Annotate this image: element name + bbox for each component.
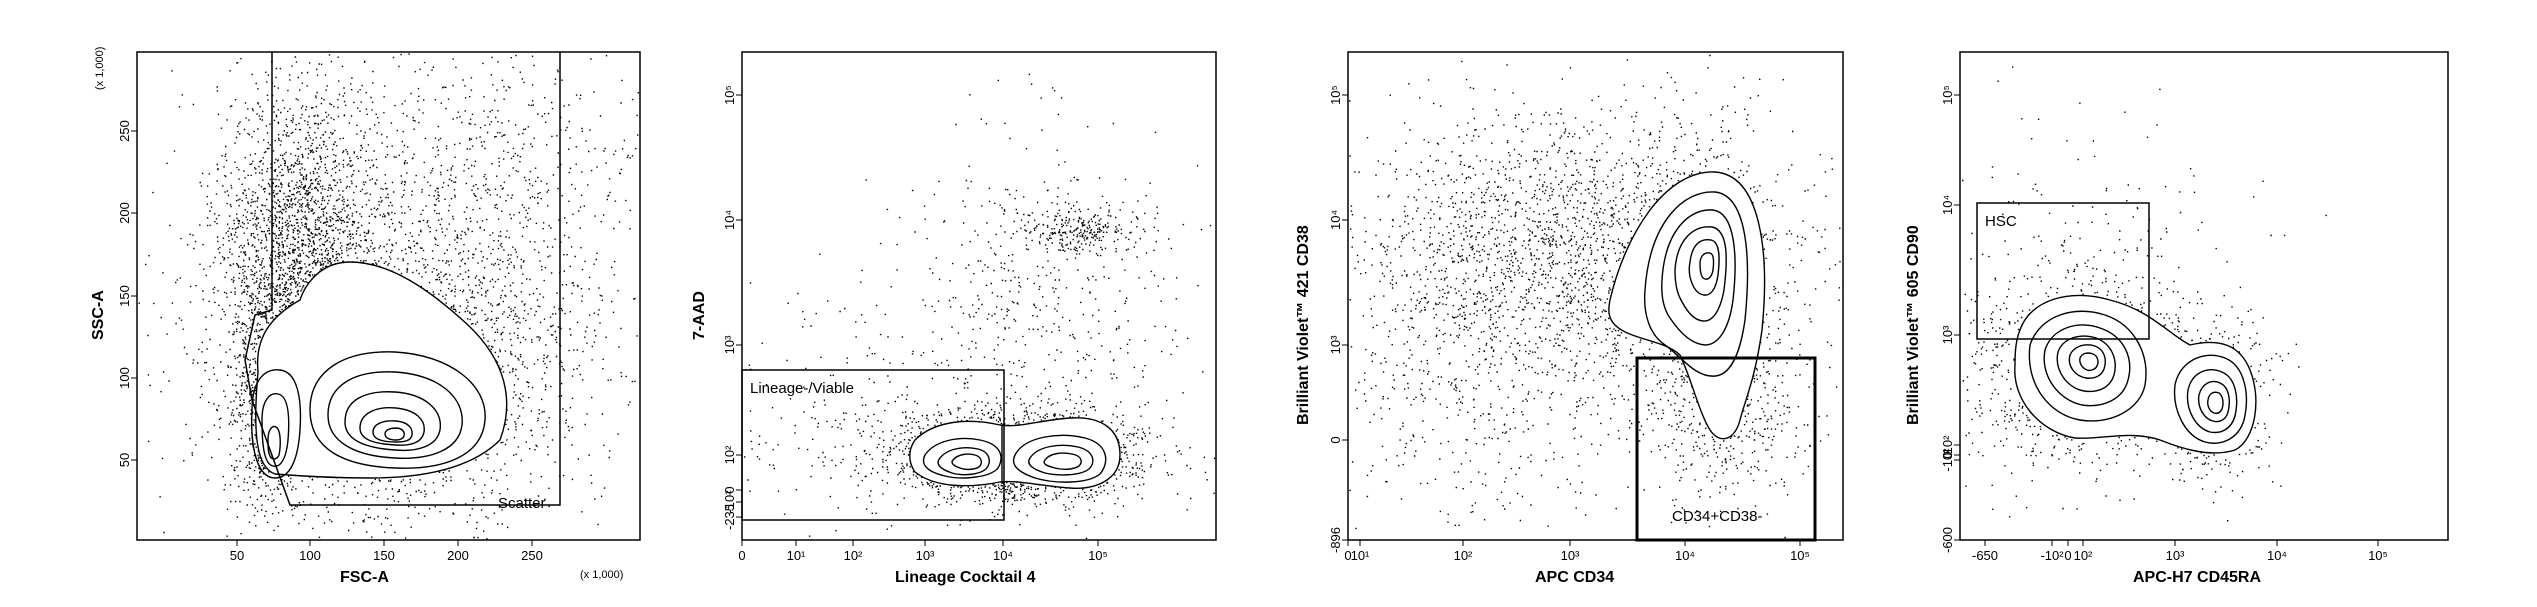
x-tick-label: 10⁴	[2267, 548, 2287, 563]
y-tick-label: 10⁵	[1940, 85, 1955, 105]
y-tick-label: 10⁴	[1940, 195, 1955, 215]
y-tick-label: 250	[117, 120, 132, 142]
panel-2-x-ticks: 0 10¹ 10² 10³ 10⁴ 10⁵	[738, 540, 1108, 563]
x-tick-label: 10¹	[787, 548, 806, 563]
y-tick-label: 0	[1940, 451, 1955, 458]
panel-2-gate-lineage-viable: Lineage-/Viable	[741, 369, 1005, 521]
panel-3-contours	[1608, 171, 1766, 440]
x-tick-label: 10²	[1454, 548, 1473, 563]
panel-4-events	[1962, 66, 2327, 522]
x-tick-label: 0	[1344, 548, 1351, 563]
panel-2-x-label: Lineage Cocktail 4	[895, 569, 1036, 586]
x-tick-label: 10⁴	[1675, 548, 1695, 563]
x-tick-label: 10⁵	[2368, 548, 2388, 563]
x-tick-label: 10¹	[1351, 548, 1370, 563]
panel-4-contours	[2014, 294, 2257, 454]
panel-3-y-ticks: -896 0 10³ 10⁴ 10⁵	[1328, 85, 1348, 553]
panel-3-y-label: Brilliant Violet™ 421 CD38	[1295, 225, 1312, 425]
panel-1-x-ticks: 50 100 150 200 250	[230, 540, 543, 563]
x-tick-label: -10²	[2040, 548, 2064, 563]
event-dots	[986, 193, 1170, 261]
y-tick-label: -10²	[722, 490, 737, 514]
y-tick-label: 200	[117, 202, 132, 224]
y-tick-label: 10³	[1328, 335, 1343, 354]
panel-fsc-ssc: Scatter 50 100 150 200 250 50 100 150 200 250 (x…	[90, 47, 641, 586]
panel-lineage-7aad: Lineage-/Viable 0 10¹ 10² 10³ 10⁴ 10⁵ -235-10…	[691, 51, 1217, 586]
panel-4-y-label: Brilliant Violet™ 605 CD90	[1905, 225, 1922, 425]
x-tick-label: 10⁵	[1088, 548, 1108, 563]
panel-2-contours	[909, 417, 1121, 489]
x-tick-label: 200	[447, 548, 469, 563]
panel-1-gate-scatter: Scatter	[244, 52, 561, 512]
gate-label-cd34-cd38: CD34+CD38-	[1672, 508, 1762, 525]
x-tick-label: 10⁵	[1790, 548, 1810, 563]
y-tick-label: 10⁴	[722, 210, 737, 230]
y-tick-label: -10²	[1940, 448, 1955, 472]
panel-2-frame	[741, 51, 1217, 541]
gate-label-hsc: HSC	[1985, 213, 2017, 230]
y-tick-label: 10²	[1940, 435, 1955, 454]
x-tick-label: 10²	[2074, 548, 2093, 563]
panel-4-frame	[1959, 51, 2449, 541]
y-tick-label: 10³	[722, 335, 737, 354]
panel-1-y-multiplier: (x 1,000)	[94, 47, 106, 90]
y-tick-label: -896	[1328, 527, 1343, 553]
y-tick-label: 150	[117, 285, 132, 307]
panel-1-x-label: FSC-A	[340, 569, 389, 586]
x-tick-label: 0	[738, 548, 745, 563]
y-tick-label: 0	[1328, 436, 1343, 443]
event-dots	[1962, 66, 2327, 511]
panel-4-gate-hsc: HSC	[1976, 202, 2150, 340]
x-tick-label: 10³	[916, 548, 935, 563]
y-tick-label: 10⁵	[1328, 85, 1343, 105]
panel-cd45ra-cd90: HSC -650 -10² 0 10² 10³ 10⁴ 10⁵ -600-10²010²10…	[1905, 51, 2449, 586]
gate-label-lineage-viable: Lineage-/Viable	[750, 380, 854, 397]
panel-4-x-ticks: -650 -10² 0 10² 10³ 10⁴ 10⁵	[1972, 540, 2388, 563]
y-tick-label: -235	[722, 504, 737, 530]
x-tick-label: 50	[230, 548, 244, 563]
x-tick-label: 100	[299, 548, 321, 563]
x-tick-label: 10⁴	[993, 548, 1013, 563]
y-tick-label: 100	[117, 367, 132, 389]
panel-1-x-multiplier: (x 1,000)	[580, 569, 623, 581]
panel-2-y-label: 7-AAD	[691, 291, 708, 340]
x-tick-label: 10³	[2166, 548, 2185, 563]
y-tick-label: 10²	[722, 445, 737, 464]
x-tick-label: 10³	[1561, 548, 1580, 563]
panel-3-gate-cd34-cd38: CD34+CD38-	[1635, 356, 1817, 542]
panel-3-x-label: APC CD34	[1535, 569, 1614, 586]
x-tick-label: 250	[521, 548, 543, 563]
x-tick-label: -650	[1972, 548, 1998, 563]
y-tick-label: 0	[722, 486, 737, 493]
panel-1-contours	[250, 261, 508, 479]
gate-label-scatter: Scatter	[498, 495, 546, 512]
y-tick-label: 10³	[1940, 325, 1955, 344]
panel-1-y-label: SSC-A	[90, 290, 107, 340]
panel-1-y-ticks: 50 100 150 200 250	[117, 120, 137, 467]
x-tick-label: 150	[373, 548, 395, 563]
y-tick-label: -600	[1940, 527, 1955, 553]
x-tick-label: 0	[2064, 548, 2071, 563]
panel-4-x-label: APC-H7 CD45RA	[2133, 569, 2261, 586]
event-dots	[1349, 54, 1841, 462]
panel-3-frame	[1347, 51, 1844, 541]
x-tick-label: 10²	[844, 548, 863, 563]
y-tick-label: 50	[117, 453, 132, 467]
y-tick-label: 10⁵	[722, 85, 737, 105]
panel-3-events	[1349, 54, 1841, 539]
y-tick-label: 10⁴	[1328, 210, 1343, 230]
